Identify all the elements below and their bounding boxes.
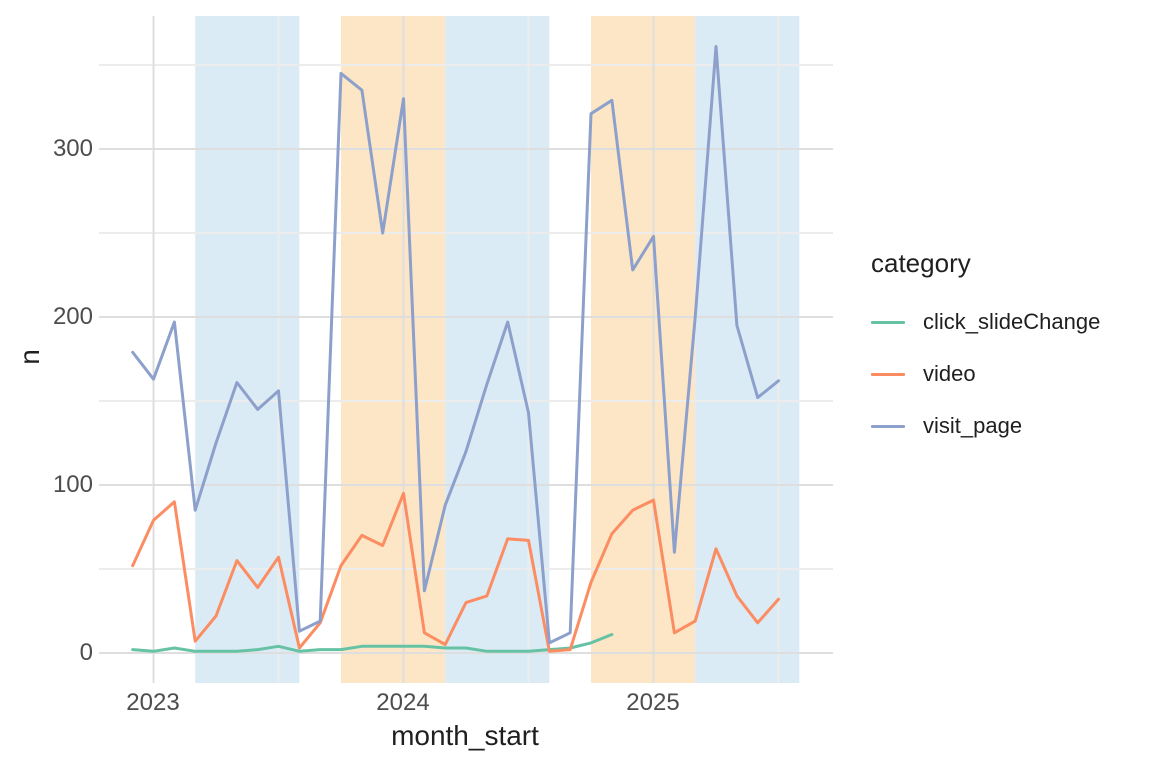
legend-key-line-icon	[871, 424, 905, 428]
legend-item-click-slidechange: click_slideChange	[871, 308, 1100, 336]
legend-item-video: video	[871, 360, 1100, 388]
shaded-band-orange	[591, 16, 696, 683]
shaded-band-blue	[695, 16, 800, 683]
legend: category click_slideChange video visit_p…	[871, 248, 1100, 440]
legend-title: category	[871, 248, 971, 278]
series-line-video	[131, 491, 780, 653]
legend-item-label: click_slideChange	[923, 309, 1101, 334]
legend-key-line-icon	[871, 372, 905, 376]
series-line-visit_page	[131, 45, 780, 645]
x-tick-2023: 2023	[126, 689, 180, 716]
shaded-band-orange	[341, 16, 446, 683]
legend-key-line-icon	[871, 320, 905, 324]
legend-item-label: visit_page	[923, 413, 1023, 438]
y-tick-300: 300	[52, 135, 93, 162]
x-tick-2025: 2025	[626, 689, 680, 716]
y-axis-title: n	[14, 349, 45, 365]
series-line-click_slideChange	[131, 633, 614, 653]
x-axis-title: month_start	[391, 720, 539, 751]
legend-item-visit-page: visit_page	[871, 412, 1100, 440]
y-tick-100: 100	[52, 471, 93, 498]
y-tick-200: 200	[52, 303, 93, 330]
x-tick-2024: 2024	[376, 689, 430, 716]
legend-item-label: video	[923, 361, 976, 386]
y-tick-0: 0	[79, 639, 93, 666]
